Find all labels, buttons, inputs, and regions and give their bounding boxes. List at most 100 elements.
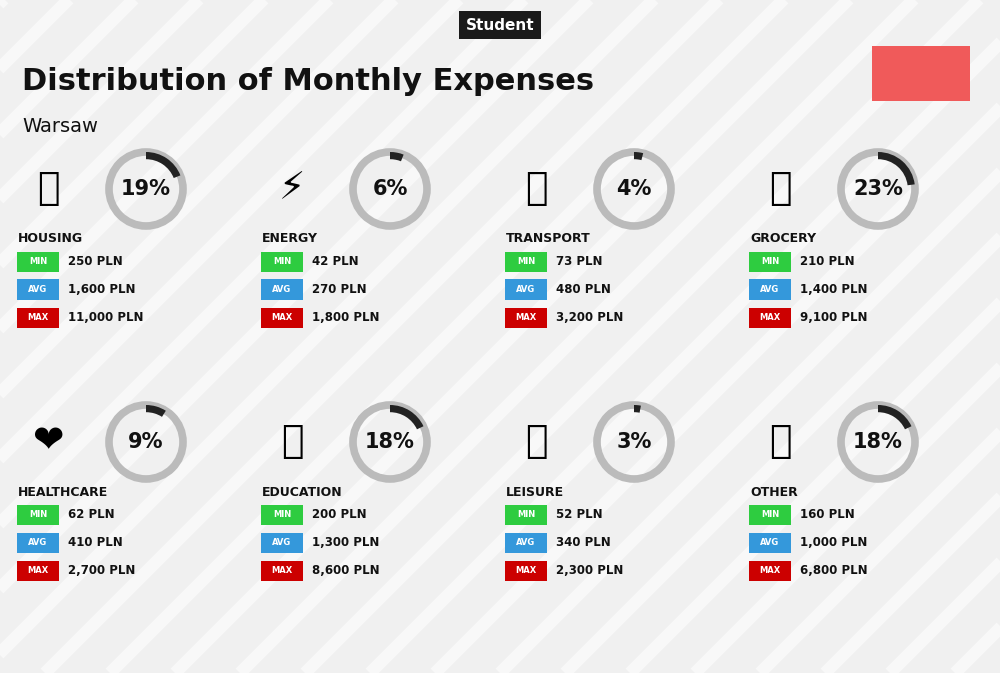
- Text: 🎓: 🎓: [281, 424, 303, 460]
- Text: 73 PLN: 73 PLN: [556, 255, 602, 269]
- Text: Student: Student: [466, 17, 534, 32]
- FancyBboxPatch shape: [749, 561, 791, 581]
- Wedge shape: [390, 405, 423, 429]
- FancyBboxPatch shape: [261, 532, 303, 553]
- Text: 18%: 18%: [365, 432, 415, 452]
- Text: 160 PLN: 160 PLN: [800, 508, 855, 522]
- Text: MAX: MAX: [515, 566, 537, 575]
- Text: 3,200 PLN: 3,200 PLN: [556, 311, 623, 324]
- Text: ENERGY: ENERGY: [262, 232, 318, 246]
- FancyBboxPatch shape: [872, 46, 970, 101]
- Text: 52 PLN: 52 PLN: [556, 508, 603, 522]
- FancyBboxPatch shape: [749, 279, 791, 300]
- FancyBboxPatch shape: [17, 308, 59, 328]
- FancyBboxPatch shape: [261, 279, 303, 300]
- Text: 8,600 PLN: 8,600 PLN: [312, 564, 380, 577]
- Text: 3%: 3%: [616, 432, 652, 452]
- Wedge shape: [878, 405, 911, 429]
- Text: OTHER: OTHER: [750, 485, 798, 499]
- Text: MIN: MIN: [29, 510, 47, 520]
- Text: 18%: 18%: [853, 432, 903, 452]
- Text: 6%: 6%: [372, 179, 408, 199]
- FancyBboxPatch shape: [17, 532, 59, 553]
- Text: 210 PLN: 210 PLN: [800, 255, 855, 269]
- FancyBboxPatch shape: [261, 505, 303, 525]
- Text: 1,000 PLN: 1,000 PLN: [800, 536, 867, 549]
- Text: MIN: MIN: [761, 510, 779, 520]
- Text: 1,400 PLN: 1,400 PLN: [800, 283, 868, 296]
- Text: 👜: 👜: [769, 424, 791, 460]
- FancyBboxPatch shape: [749, 308, 791, 328]
- Wedge shape: [146, 405, 166, 417]
- Wedge shape: [634, 405, 641, 413]
- FancyBboxPatch shape: [505, 308, 547, 328]
- Text: LEISURE: LEISURE: [506, 485, 564, 499]
- Text: MIN: MIN: [273, 257, 291, 267]
- Text: 1,300 PLN: 1,300 PLN: [312, 536, 379, 549]
- Text: 480 PLN: 480 PLN: [556, 283, 611, 296]
- Text: 9,100 PLN: 9,100 PLN: [800, 311, 868, 324]
- Text: MAX: MAX: [27, 313, 49, 322]
- Text: 410 PLN: 410 PLN: [68, 536, 123, 549]
- Text: 🛍: 🛍: [525, 424, 547, 460]
- FancyBboxPatch shape: [749, 252, 791, 272]
- Text: 200 PLN: 200 PLN: [312, 508, 367, 522]
- Wedge shape: [390, 152, 404, 162]
- Text: MAX: MAX: [759, 313, 781, 322]
- FancyBboxPatch shape: [749, 505, 791, 525]
- FancyBboxPatch shape: [505, 561, 547, 581]
- Text: ⚡: ⚡: [279, 171, 305, 207]
- Text: MAX: MAX: [27, 566, 49, 575]
- Text: AVG: AVG: [516, 285, 536, 294]
- Wedge shape: [146, 152, 180, 178]
- Text: MIN: MIN: [761, 257, 779, 267]
- Text: AVG: AVG: [28, 538, 48, 547]
- Text: 1,600 PLN: 1,600 PLN: [68, 283, 136, 296]
- Text: 340 PLN: 340 PLN: [556, 536, 611, 549]
- Text: 2,700 PLN: 2,700 PLN: [68, 564, 135, 577]
- Text: 1,800 PLN: 1,800 PLN: [312, 311, 380, 324]
- FancyBboxPatch shape: [17, 561, 59, 581]
- Text: Distribution of Monthly Expenses: Distribution of Monthly Expenses: [22, 67, 594, 96]
- Wedge shape: [634, 152, 643, 160]
- Text: 19%: 19%: [121, 179, 171, 199]
- Text: AVG: AVG: [272, 538, 292, 547]
- Text: 62 PLN: 62 PLN: [68, 508, 115, 522]
- Text: MIN: MIN: [273, 510, 291, 520]
- Text: 23%: 23%: [853, 179, 903, 199]
- Text: MAX: MAX: [271, 313, 293, 322]
- FancyBboxPatch shape: [17, 279, 59, 300]
- FancyBboxPatch shape: [17, 252, 59, 272]
- Text: MIN: MIN: [517, 510, 535, 520]
- Wedge shape: [878, 152, 915, 185]
- FancyBboxPatch shape: [261, 252, 303, 272]
- Text: 11,000 PLN: 11,000 PLN: [68, 311, 144, 324]
- Text: Warsaw: Warsaw: [22, 116, 98, 135]
- Text: 🚌: 🚌: [525, 171, 547, 207]
- Text: 42 PLN: 42 PLN: [312, 255, 359, 269]
- FancyBboxPatch shape: [261, 561, 303, 581]
- Text: HOUSING: HOUSING: [18, 232, 83, 246]
- Text: 6,800 PLN: 6,800 PLN: [800, 564, 868, 577]
- Text: AVG: AVG: [760, 538, 780, 547]
- Text: MAX: MAX: [759, 566, 781, 575]
- FancyBboxPatch shape: [505, 532, 547, 553]
- FancyBboxPatch shape: [17, 505, 59, 525]
- Text: 2,300 PLN: 2,300 PLN: [556, 564, 623, 577]
- Text: AVG: AVG: [28, 285, 48, 294]
- Text: 9%: 9%: [128, 432, 164, 452]
- Text: AVG: AVG: [516, 538, 536, 547]
- Text: AVG: AVG: [760, 285, 780, 294]
- Text: 4%: 4%: [616, 179, 652, 199]
- Text: MAX: MAX: [515, 313, 537, 322]
- Text: AVG: AVG: [272, 285, 292, 294]
- Text: MIN: MIN: [517, 257, 535, 267]
- Text: 270 PLN: 270 PLN: [312, 283, 367, 296]
- FancyBboxPatch shape: [505, 252, 547, 272]
- Text: HEALTHCARE: HEALTHCARE: [18, 485, 108, 499]
- Text: EDUCATION: EDUCATION: [262, 485, 343, 499]
- Text: ❤: ❤: [32, 424, 64, 460]
- Text: GROCERY: GROCERY: [750, 232, 816, 246]
- Text: MIN: MIN: [29, 257, 47, 267]
- FancyBboxPatch shape: [505, 279, 547, 300]
